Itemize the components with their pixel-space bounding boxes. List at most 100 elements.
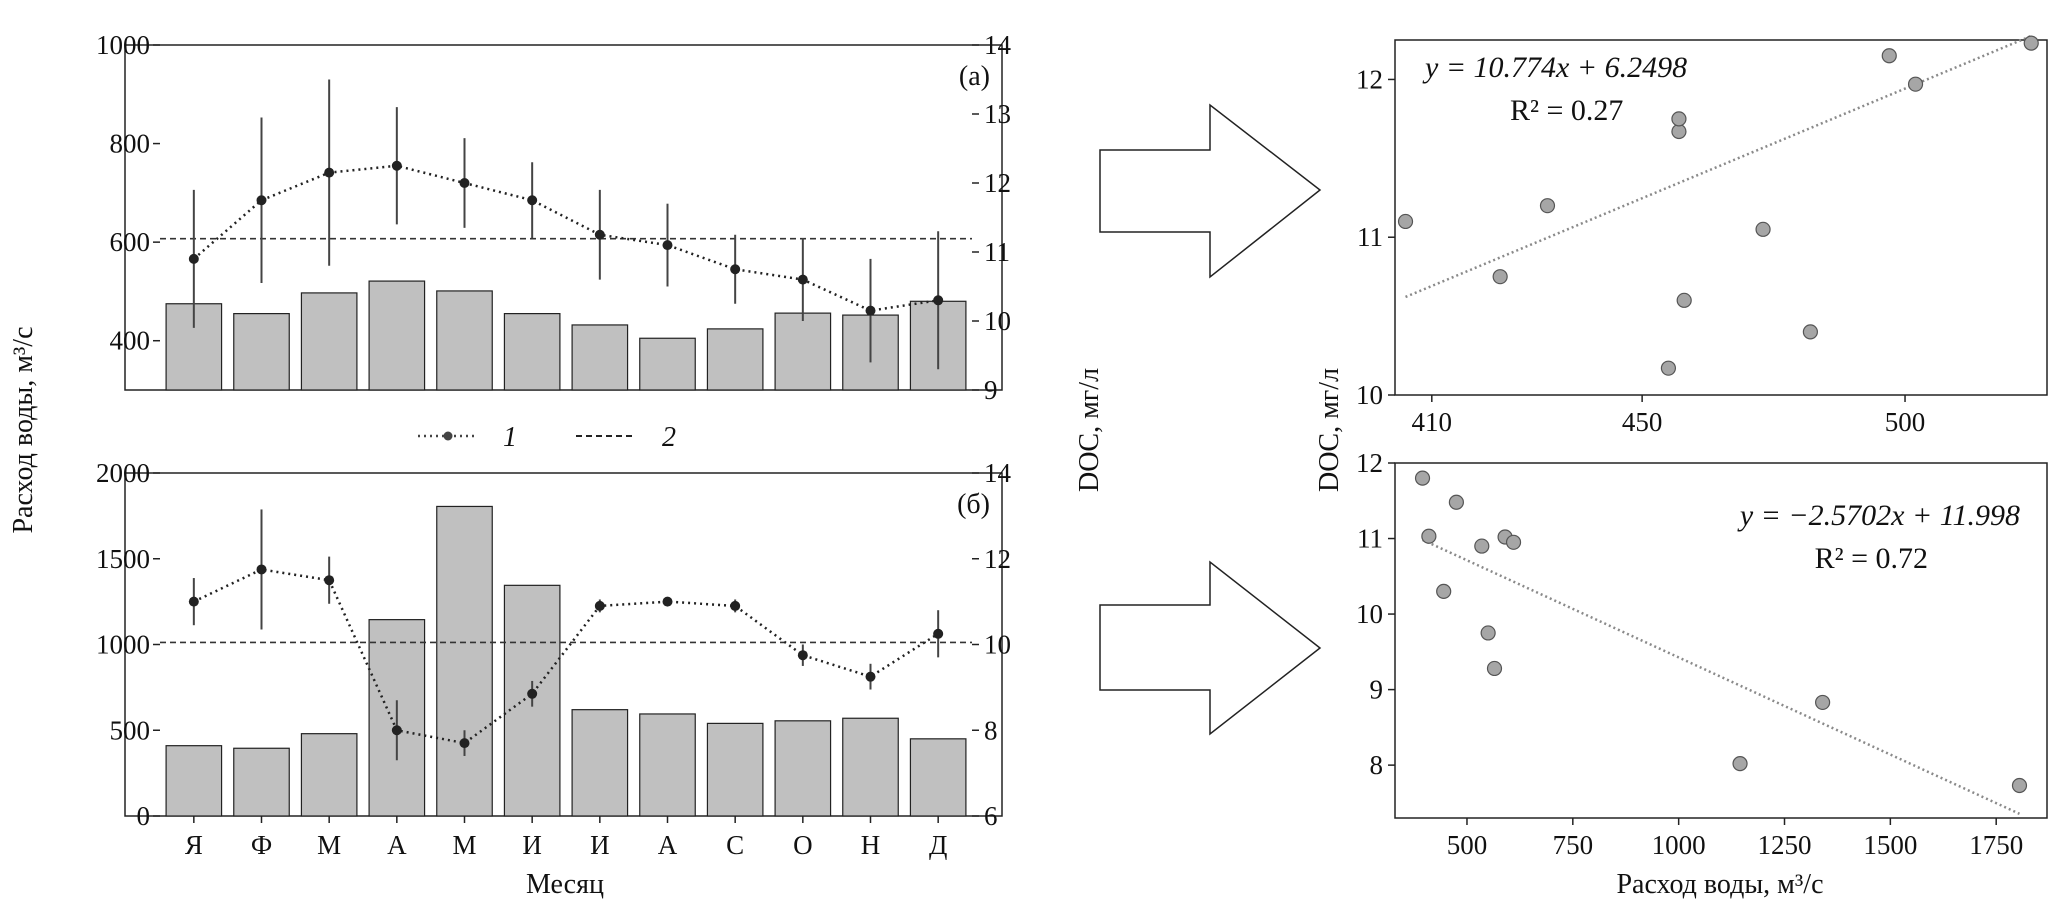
panel-a-doc-series [188, 79, 944, 370]
scatter-top-point [1671, 123, 1687, 140]
scatter-bottom-point [1486, 660, 1503, 677]
scatter-bottom-point [1815, 694, 1831, 711]
panel-b-right-tick-label: 6 [984, 801, 998, 831]
legend-1-marker [443, 431, 453, 441]
panel-a-label: (a) [959, 61, 990, 92]
panel-b-x-tick-label: А [658, 830, 678, 860]
panel-b-bar [436, 505, 493, 817]
panel-a-bar [706, 328, 764, 391]
legend-2-label: 2 [662, 422, 676, 453]
scatter-x-axis-label: Расход воды, м³/с [1616, 869, 1823, 900]
panel-a-doc-point [459, 178, 470, 188]
panel-a-right-tick-label: 11 [984, 237, 1010, 267]
scatter-top-point [1660, 360, 1677, 376]
panel-b-left-tick-label: 0 [137, 801, 151, 831]
scatter-bottom-point [1732, 756, 1748, 772]
scatter-top: 410 450 500 10 11 12 y = 10.774x + 6.2498 R²… [1356, 34, 2048, 437]
panel-b: 0 500 1000 1500 2000 6 8 10 12 14 Я Ф М А М И И А С О Н Д (… [96, 458, 1012, 860]
scatter-top-point [1671, 111, 1687, 127]
panel-a-doc-point [527, 195, 538, 206]
scatter-bottom-x-tick-label: 1250 [1758, 830, 1812, 860]
scatter-bottom-point [1448, 494, 1464, 510]
panel-b-doc-point [730, 600, 741, 611]
arrow-bottom [1099, 560, 1322, 736]
panel-a-bar [233, 313, 290, 391]
panel-a-doc-point [324, 167, 335, 178]
scatter-top-point [1802, 324, 1818, 340]
scatter-top-point [1881, 48, 1897, 64]
panel-a-bars [165, 280, 967, 391]
scatter-bottom-trendline [1421, 538, 2021, 815]
panel-b-right-axis: 6 8 10 12 14 [972, 458, 1012, 831]
right-y-axis-label: DOC, мг/л [1074, 368, 1105, 492]
panel-b-doc-line [193, 568, 939, 745]
panel-a-right-tick-label: 14 [984, 30, 1012, 60]
panel-a-left-tick-label: 800 [110, 129, 151, 159]
scatter-bottom-points [1414, 470, 2028, 794]
panel-a: 400 600 800 1000 9 10 11 12 13 14 (a) [96, 30, 1012, 405]
panel-b-x-tick-label: Д [929, 830, 947, 860]
panel-b-x-tick-label: М [452, 830, 476, 860]
panel-b-left-tick-label: 1000 [96, 630, 150, 660]
panel-b-left-axis: 0 500 1000 1500 2000 [96, 458, 160, 831]
panel-b-x-tick-label: И [522, 830, 542, 860]
scatter-top-point [1539, 198, 1556, 214]
panel-a-bar [571, 324, 629, 391]
panel-b-x-tick-label: О [793, 830, 813, 860]
panel-b-doc-point [933, 628, 944, 639]
left-y-axis-label: Расход воды, м³/с [8, 326, 39, 533]
panel-a-right-tick-label: 9 [984, 375, 998, 405]
panel-a-right-tick-label: 12 [984, 168, 1011, 198]
panel-a-bar [436, 290, 493, 391]
scatter-bottom-y-tick-label: 8 [1370, 750, 1384, 780]
panel-a-doc-point [865, 305, 876, 316]
panel-b-doc-point [865, 671, 876, 682]
panel-b-doc-point [662, 596, 673, 607]
panel-a-doc-point [662, 240, 673, 251]
scatter-bottom-point [1414, 470, 1431, 486]
panel-b-x-tick-label: М [317, 830, 341, 860]
scatter-bottom-y-axis: 8 9 10 11 12 [1356, 448, 1395, 780]
panel-b-bar [300, 733, 358, 817]
panel-a-doc-point [188, 253, 199, 264]
panel-b-bar [909, 738, 967, 817]
panel-b-bars [165, 505, 967, 817]
panel-a-bar [368, 280, 426, 391]
panel-b-doc-point [324, 575, 335, 586]
panel-b-doc-point [459, 738, 470, 749]
panel-b-doc-point [188, 596, 199, 607]
panel-b-bar [639, 713, 696, 817]
panel-b-left-tick-label: 2000 [96, 458, 150, 488]
scatter-top-point [2023, 35, 2039, 51]
panel-b-bar [233, 747, 290, 817]
panel-a-left-tick-label: 1000 [96, 30, 150, 60]
panel-b-x-tick-label: Ф [251, 830, 272, 860]
panel-b-bar [842, 717, 899, 817]
scatter-bottom-equation: y = −2.5702x + 11.998 [1737, 499, 2020, 532]
scatter-top-y-tick-label: 11 [1357, 222, 1383, 252]
scatter-bottom-y-tick-label: 9 [1370, 675, 1384, 705]
scatter-bottom-y-tick-label: 11 [1357, 524, 1383, 554]
scatter-bottom-frame [1394, 462, 2048, 819]
scatter-bottom-point [1480, 625, 1496, 641]
panel-b-doc-point [391, 725, 402, 736]
scatter-bottom-point [1505, 534, 1522, 550]
scatter-bottom: 500 750 1000 1250 1500 1750 8 9 10 11 12 y = −2.5… [1356, 448, 2048, 860]
scatter-bottom-trend-line [1421, 538, 2021, 815]
panel-a-bar [639, 337, 696, 391]
scatter-top-y-axis: 10 11 12 [1356, 64, 1395, 410]
panel-b-right-tick-label: 12 [984, 544, 1011, 574]
scatter-bottom-point [1421, 528, 1437, 544]
scatter-bottom-x-tick-label: 1000 [1652, 830, 1706, 860]
panel-b-doc-point [256, 564, 267, 575]
panel-a-left-tick-label: 600 [110, 227, 151, 257]
panel-b-doc-series [188, 509, 944, 761]
scatter-top-point [1755, 221, 1771, 237]
scatter-bottom-y-tick-label: 12 [1356, 448, 1383, 478]
panel-b-doc-point [527, 688, 538, 699]
panel-b-x-tick-label: Я [185, 830, 203, 860]
panel-a-right-tick-label: 13 [984, 99, 1011, 129]
panel-b-x-tick-label: А [387, 830, 407, 860]
